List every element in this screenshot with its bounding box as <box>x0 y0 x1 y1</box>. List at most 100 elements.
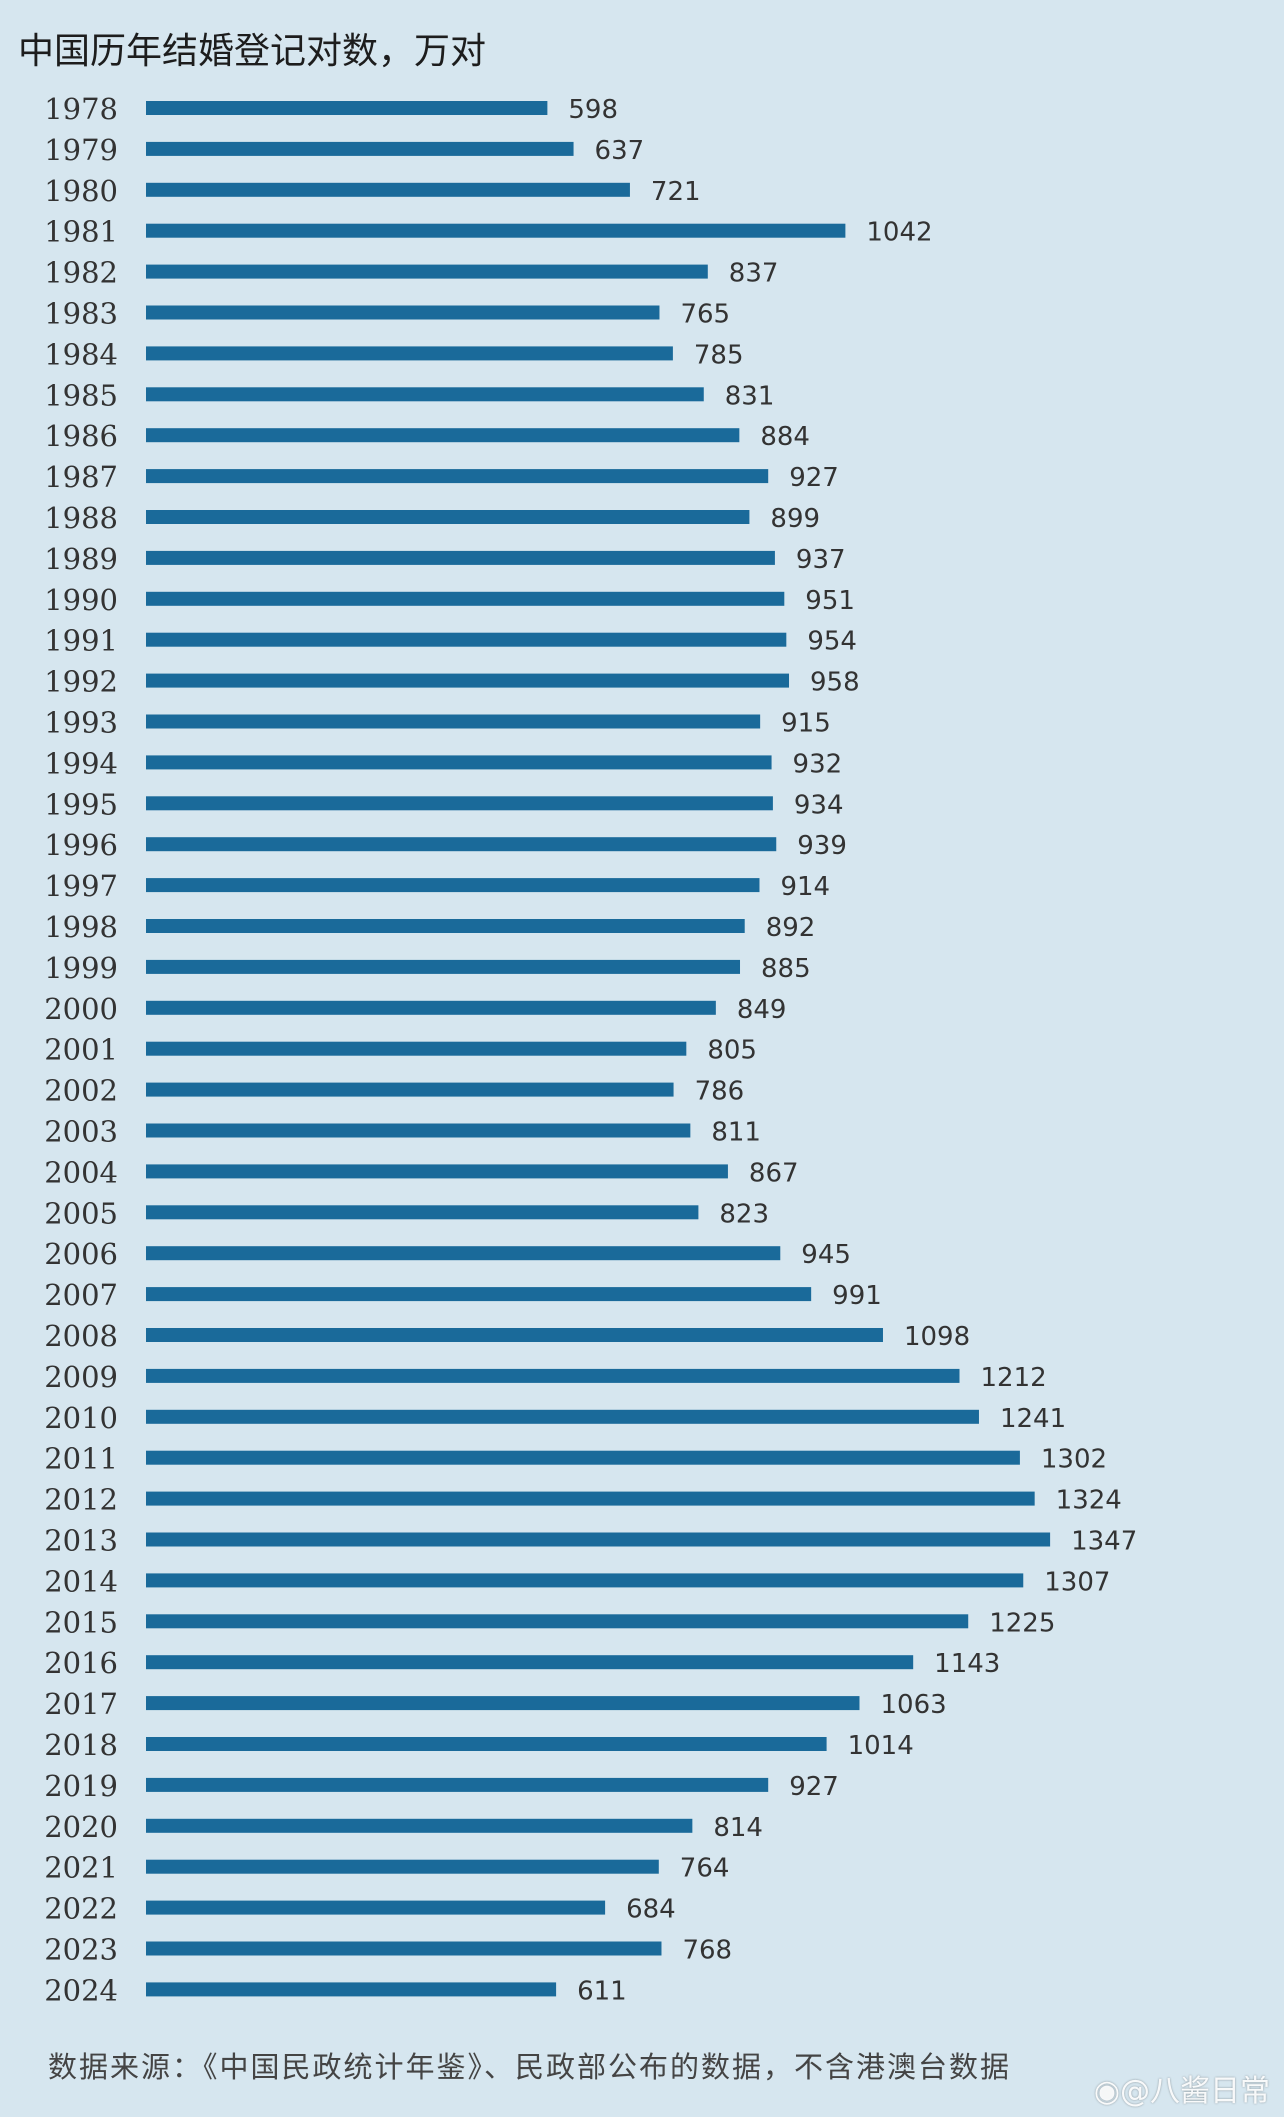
year-label: 1995 <box>44 787 118 821</box>
year-label: 1992 <box>44 665 118 699</box>
value-label: 1098 <box>904 1322 970 1352</box>
value-label: 914 <box>780 872 830 902</box>
bar <box>146 1737 827 1751</box>
year-label: 2020 <box>44 1810 118 1844</box>
value-label: 954 <box>807 627 857 657</box>
year-label: 1997 <box>44 869 118 903</box>
value-label: 899 <box>770 504 820 534</box>
value-label: 1063 <box>880 1690 946 1720</box>
year-label: 2000 <box>44 992 118 1026</box>
bar <box>146 959 741 974</box>
year-label: 1999 <box>44 951 118 985</box>
bar <box>146 1982 557 1997</box>
bar <box>146 1409 979 1424</box>
bar <box>146 591 785 606</box>
bar <box>146 182 630 197</box>
bar <box>146 1859 659 1874</box>
year-label: 1983 <box>44 297 118 331</box>
year-label: 2017 <box>44 1687 118 1721</box>
year-label: 2003 <box>44 1115 118 1149</box>
value-label: 927 <box>789 463 839 493</box>
bar <box>146 1614 969 1629</box>
value-label: 1014 <box>848 1731 914 1761</box>
bar <box>146 510 750 524</box>
value-label: 991 <box>832 1281 882 1311</box>
value-label: 937 <box>796 545 846 575</box>
year-label: 2001 <box>44 1033 118 1067</box>
bar <box>146 837 777 852</box>
value-label: 867 <box>749 1158 799 1188</box>
value-label: 1042 <box>866 218 932 248</box>
source-note: 数据来源：《中国民政统计年鉴》、民政部公布的数据，不含港澳台数据 <box>48 2050 1012 2084</box>
year-label: 1980 <box>44 174 118 208</box>
year-label: 1994 <box>44 746 118 780</box>
bar <box>146 1941 662 1956</box>
value-label: 611 <box>577 1976 627 2006</box>
value-label: 1307 <box>1044 1567 1110 1597</box>
year-label: 2018 <box>44 1728 118 1762</box>
bar <box>146 1246 781 1261</box>
year-label: 2010 <box>44 1401 118 1435</box>
year-label: 2002 <box>44 1074 118 1108</box>
bar <box>146 1287 812 1302</box>
value-label: 837 <box>729 259 779 289</box>
value-label: 1212 <box>980 1363 1046 1393</box>
value-label: 945 <box>801 1240 851 1270</box>
bar <box>146 1573 1024 1588</box>
value-label: 684 <box>626 1895 676 1925</box>
chart-title: 中国历年结婚登记对数，万对 <box>18 31 487 72</box>
watermark-text: @八酱日常 <box>1120 2074 1270 2109</box>
bar <box>146 796 773 811</box>
bar <box>146 428 740 443</box>
value-label: 831 <box>725 381 775 411</box>
bar <box>146 1491 1035 1506</box>
value-label: 932 <box>793 749 843 779</box>
bar <box>146 632 787 647</box>
year-label: 1987 <box>44 460 118 494</box>
year-label: 2004 <box>44 1155 118 1189</box>
value-label: 939 <box>797 831 847 861</box>
value-label: 764 <box>680 1854 730 1884</box>
bar <box>146 1328 883 1342</box>
value-label: 849 <box>737 995 787 1025</box>
value-label: 785 <box>694 340 744 370</box>
bar <box>146 673 790 688</box>
bar <box>146 264 708 279</box>
year-label: 1993 <box>44 706 118 740</box>
year-label: 1996 <box>44 828 118 862</box>
bar <box>146 346 673 361</box>
value-label: 768 <box>682 1936 732 1966</box>
bar <box>146 1041 687 1056</box>
bar <box>146 1818 693 1833</box>
value-label: 1225 <box>989 1608 1055 1638</box>
value-label: 1143 <box>934 1649 1000 1679</box>
year-label: 2007 <box>44 1278 118 1312</box>
bar <box>146 1000 716 1015</box>
year-label: 2013 <box>44 1524 118 1558</box>
year-label: 1991 <box>44 624 118 658</box>
bar <box>146 1696 860 1711</box>
year-label: 1979 <box>44 133 118 167</box>
value-label: 765 <box>680 300 730 330</box>
year-label: 1998 <box>44 910 118 944</box>
value-label: 915 <box>781 709 831 739</box>
year-label: 2023 <box>44 1933 118 1967</box>
weibo-icon: ◉ <box>1093 2074 1120 2109</box>
value-label: 934 <box>794 790 844 820</box>
year-label: 2022 <box>44 1892 118 1926</box>
year-label: 1978 <box>44 92 118 126</box>
bar <box>146 1205 699 1220</box>
watermark: ◉@八酱日常 <box>1094 2066 1270 2110</box>
bar <box>146 1164 728 1179</box>
bar <box>146 1532 1051 1547</box>
year-label: 1988 <box>44 501 118 535</box>
year-label: 2014 <box>44 1564 118 1598</box>
year-label: 2019 <box>44 1769 118 1803</box>
value-label: 1324 <box>1056 1486 1122 1516</box>
value-label: 811 <box>711 1118 761 1148</box>
value-label: 1347 <box>1071 1527 1137 1557</box>
year-label: 2024 <box>44 1973 118 2007</box>
bar <box>146 305 660 320</box>
year-label: 1982 <box>44 256 118 290</box>
